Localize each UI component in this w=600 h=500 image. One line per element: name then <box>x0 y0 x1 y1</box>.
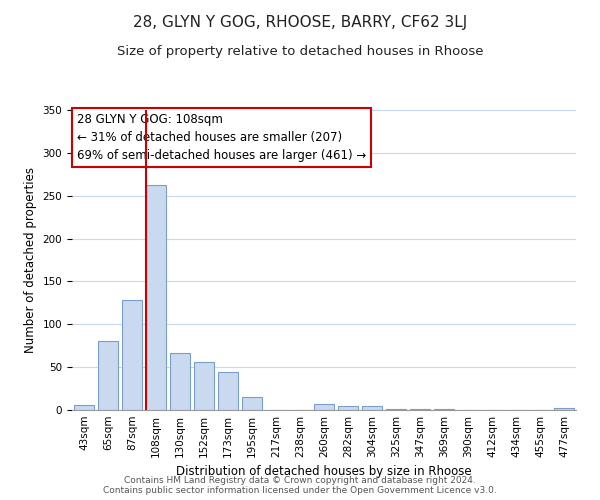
Y-axis label: Number of detached properties: Number of detached properties <box>24 167 37 353</box>
X-axis label: Distribution of detached houses by size in Rhoose: Distribution of detached houses by size … <box>176 466 472 478</box>
Text: Contains public sector information licensed under the Open Government Licence v3: Contains public sector information licen… <box>103 486 497 495</box>
Bar <box>122 300 142 410</box>
Bar <box>554 408 574 410</box>
Bar <box>434 409 454 410</box>
Text: Size of property relative to detached houses in Rhoose: Size of property relative to detached ho… <box>117 45 483 58</box>
Text: 28, GLYN Y GOG, RHOOSE, BARRY, CF62 3LJ: 28, GLYN Y GOG, RHOOSE, BARRY, CF62 3LJ <box>133 15 467 30</box>
Bar <box>314 404 334 410</box>
Bar <box>338 406 358 410</box>
Text: Contains HM Land Registry data © Crown copyright and database right 2024.: Contains HM Land Registry data © Crown c… <box>124 476 476 485</box>
Bar <box>386 409 406 410</box>
Bar <box>218 372 238 410</box>
Bar <box>362 406 382 410</box>
Text: 28 GLYN Y GOG: 108sqm
← 31% of detached houses are smaller (207)
69% of semi-det: 28 GLYN Y GOG: 108sqm ← 31% of detached … <box>77 113 366 162</box>
Bar <box>146 184 166 410</box>
Bar <box>242 397 262 410</box>
Bar <box>410 409 430 410</box>
Bar <box>194 362 214 410</box>
Bar <box>98 340 118 410</box>
Bar <box>74 405 94 410</box>
Bar <box>170 352 190 410</box>
